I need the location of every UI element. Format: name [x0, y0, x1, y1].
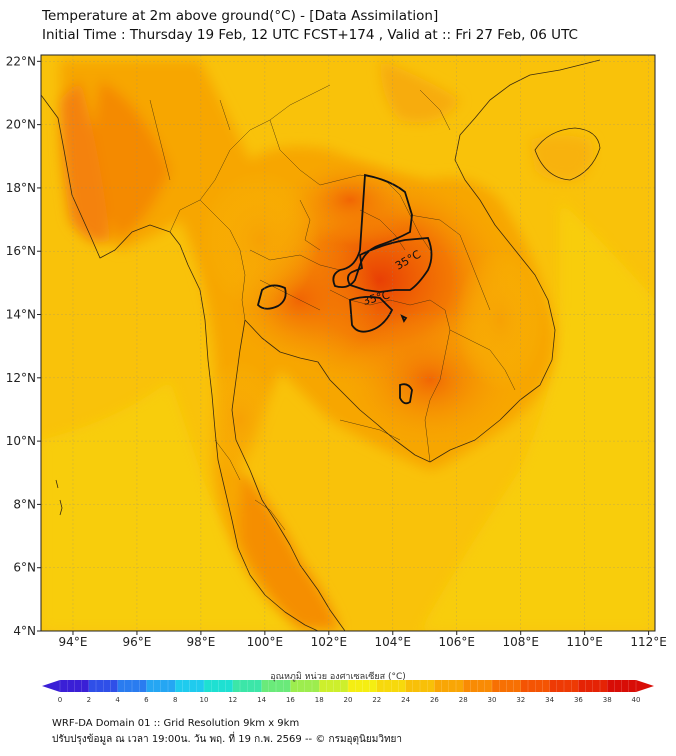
colorbar-tick-label: 34: [545, 696, 554, 704]
lat-tick-label: 10°N: [6, 434, 36, 448]
colorbar-tick-label: 16: [286, 696, 295, 704]
map-frame: [40, 54, 656, 632]
map-subtitle: Initial Time : Thursday 19 Feb, 12 UTC F…: [42, 27, 578, 43]
admin-borders: [149, 84, 516, 531]
colorbar-tick-label: 4: [115, 696, 120, 704]
longitude-axis: 94°E 96°E 98°E 100°E 102°E 104°E 106°E 108°E 110…: [59, 631, 667, 649]
map-title: Temperature at 2m above ground(°C) - [Da…: [42, 8, 439, 24]
colorbar-low-arrow: [42, 680, 60, 692]
lat-tick-label: 4°N: [13, 624, 36, 638]
lon-tick-label: 104°E: [375, 635, 412, 649]
colorbar-tick-label: 22: [372, 696, 381, 704]
lat-tick-label: 14°N: [6, 308, 36, 322]
lon-tick-label: 106°E: [438, 635, 475, 649]
colorbar-tick-label: 10: [200, 696, 209, 704]
colorbar-tick-label: 32: [516, 696, 525, 704]
colorbar-tick-label: 38: [603, 696, 612, 704]
colorbar-title: อุณหภูมิ หน่วย องศาเซลเซียส (°C): [270, 672, 406, 682]
colorbar-tick-label: 18: [315, 696, 324, 704]
colorbar-tick-label: 36: [574, 696, 583, 704]
footer-update-info: ปรับปรุงข้อมูล ณ เวลา 19:00น. วัน พฤ. ที…: [52, 734, 403, 745]
lon-tick-label: 100°E: [247, 635, 284, 649]
graticule: [41, 55, 655, 631]
colorbar-high-arrow: [636, 680, 654, 692]
colorbar-tick-label: 28: [459, 696, 468, 704]
lat-tick-label: 22°N: [6, 54, 36, 68]
colorbar-tick-label: 12: [228, 696, 237, 704]
colorbar-tick-label: 30: [488, 696, 497, 704]
lon-tick-label: 108°E: [502, 635, 539, 649]
colorbar-tick-label: 0: [58, 696, 62, 704]
lon-tick-label: 110°E: [566, 635, 603, 649]
lat-tick-label: 12°N: [6, 371, 36, 385]
colorbar-tick-label: 8: [173, 696, 177, 704]
colorbar-tick-label: 40: [632, 696, 641, 704]
lat-tick-label: 8°N: [13, 497, 36, 511]
lat-tick-label: 20°N: [6, 118, 36, 132]
lat-tick-label: 6°N: [13, 561, 36, 575]
colorbar-tick-label: 2: [87, 696, 91, 704]
lon-tick-label: 112°E: [630, 635, 667, 649]
contour-35c: [256, 173, 433, 405]
lon-tick-label: 96°E: [123, 635, 152, 649]
colorbar-tick-label: 24: [401, 696, 410, 704]
footer-model-info: WRF-DA Domain 01 :: Grid Resolution 9km …: [52, 718, 300, 729]
lat-tick-label: 18°N: [6, 181, 36, 195]
colorbar-tick-label: 26: [430, 696, 439, 704]
lon-tick-label: 102°E: [311, 635, 348, 649]
colorbar-tick-label: 20: [344, 696, 353, 704]
lat-tick-label: 16°N: [6, 244, 36, 258]
latitude-axis: 22°N 20°N 18°N 16°N 14°N 12°N 10°N 8°N 6°N 4°N: [6, 54, 41, 638]
lon-tick-label: 94°E: [59, 635, 88, 649]
coastlines: [41, 59, 601, 631]
lon-tick-label: 98°E: [186, 635, 215, 649]
colorbar-tick-label: 6: [144, 696, 149, 704]
colorbar: 0 2 4 6 8 10 12 14 16 18 20 22 24 26 28 30 32 34 36 38 40: [42, 680, 654, 704]
colorbar-tick-label: 14: [257, 696, 266, 704]
